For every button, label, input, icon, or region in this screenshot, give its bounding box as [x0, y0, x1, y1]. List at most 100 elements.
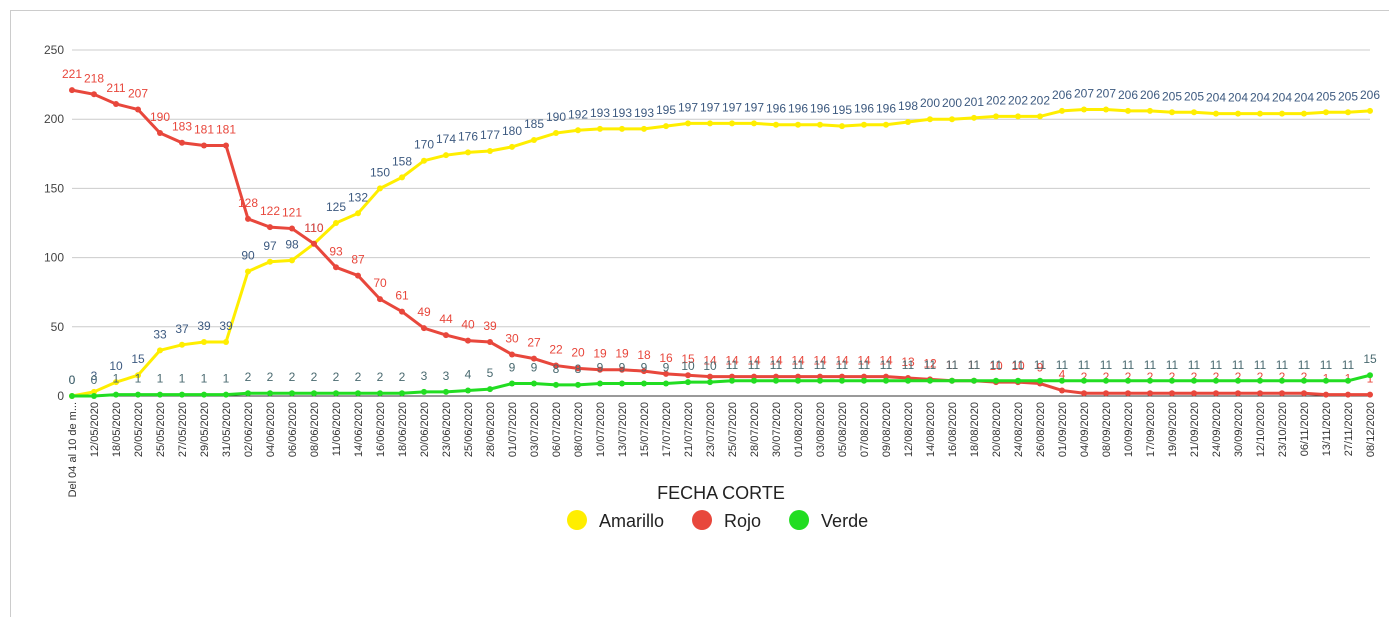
- point: [1191, 109, 1197, 115]
- x-tick-label: 30/09/2020: [1233, 402, 1245, 457]
- x-tick-label: 24/09/2020: [1211, 402, 1223, 457]
- data-label: 204: [1228, 91, 1248, 105]
- point: [905, 119, 911, 125]
- data-label: 11: [1166, 358, 1179, 372]
- x-tick-label: 17/09/2020: [1145, 402, 1157, 457]
- data-label: 11: [1232, 358, 1245, 372]
- data-label: 1: [223, 372, 230, 386]
- data-label: 196: [788, 102, 808, 116]
- point: [267, 224, 273, 230]
- point: [1279, 390, 1285, 396]
- point: [1081, 378, 1087, 384]
- data-label: 122: [260, 204, 280, 218]
- x-tick-label: 25/05/2020: [155, 402, 167, 457]
- legend-label: Verde: [821, 511, 868, 531]
- data-label: 205: [1316, 89, 1336, 103]
- point: [707, 120, 713, 126]
- data-label: 121: [282, 206, 302, 220]
- point: [443, 332, 449, 338]
- point: [707, 374, 713, 380]
- x-tick-label: 31/05/2020: [221, 402, 233, 457]
- x-tick-label: 18/05/2020: [111, 402, 123, 457]
- point: [135, 107, 141, 113]
- point: [1301, 111, 1307, 117]
- data-label: 11: [1210, 358, 1223, 372]
- data-label: 193: [590, 106, 610, 120]
- data-label: 177: [480, 128, 500, 142]
- point: [69, 87, 75, 93]
- data-label: 205: [1338, 89, 1358, 103]
- point: [509, 144, 515, 150]
- point: [773, 122, 779, 128]
- data-label: 200: [942, 96, 962, 110]
- x-axis-title: FECHA CORTE: [657, 483, 785, 503]
- data-label: 37: [175, 322, 189, 336]
- y-tick-label: 100: [44, 251, 64, 265]
- point: [1037, 378, 1043, 384]
- data-label: 195: [656, 103, 676, 117]
- point: [1059, 378, 1065, 384]
- point: [311, 390, 317, 396]
- point: [707, 379, 713, 385]
- data-label: 2: [377, 370, 384, 384]
- x-tick-label: 27/11/2020: [1343, 402, 1355, 456]
- data-label: 207: [128, 87, 148, 101]
- data-label: 190: [546, 110, 566, 124]
- data-label: 11: [814, 358, 827, 372]
- point: [1125, 378, 1131, 384]
- point: [817, 122, 823, 128]
- point: [1235, 378, 1241, 384]
- point: [443, 152, 449, 158]
- point: [1235, 111, 1241, 117]
- data-label: 206: [1052, 88, 1072, 102]
- point: [861, 122, 867, 128]
- y-tick-label: 200: [44, 112, 64, 126]
- x-tick-label: 21/07/2020: [683, 402, 695, 457]
- data-label: 11: [902, 358, 915, 372]
- data-label: 27: [527, 336, 541, 350]
- data-label: 206: [1360, 88, 1380, 102]
- x-tick-label: 18/06/2020: [397, 402, 409, 457]
- data-label: 192: [568, 107, 588, 121]
- point: [421, 158, 427, 164]
- x-tick-label: 20/05/2020: [133, 402, 145, 457]
- point: [1103, 107, 1109, 113]
- x-tick-label: 28/06/2020: [485, 402, 497, 457]
- point: [355, 390, 361, 396]
- data-label: 176: [458, 129, 478, 143]
- data-label: 1: [135, 372, 142, 386]
- data-label: 218: [84, 71, 104, 85]
- data-label: 11: [792, 358, 805, 372]
- point: [1015, 378, 1021, 384]
- x-tick-label: 30/07/2020: [771, 402, 783, 457]
- data-label: 193: [634, 106, 654, 120]
- data-label: 11: [1056, 358, 1069, 372]
- x-tick-label: 04/06/2020: [265, 402, 277, 457]
- data-label: 128: [238, 196, 258, 210]
- point: [685, 379, 691, 385]
- data-label: 9: [509, 361, 516, 375]
- point: [751, 378, 757, 384]
- x-tick-label: 13/07/2020: [617, 402, 629, 457]
- point: [377, 296, 383, 302]
- point: [377, 390, 383, 396]
- data-label: 200: [920, 96, 940, 110]
- point: [91, 91, 97, 97]
- data-label: 201: [964, 95, 984, 109]
- data-label: 202: [1008, 93, 1028, 107]
- data-label: 15: [131, 352, 145, 366]
- point: [839, 378, 845, 384]
- x-tick-label: 06/11/2020: [1299, 402, 1311, 456]
- point: [223, 142, 229, 148]
- data-label: 61: [395, 289, 409, 303]
- x-tick-label: 04/09/2020: [1079, 402, 1091, 457]
- point: [289, 226, 295, 232]
- data-label: 2: [289, 370, 296, 384]
- point: [443, 389, 449, 395]
- point: [1059, 387, 1065, 393]
- data-label: 110: [304, 221, 323, 235]
- data-label: 150: [370, 165, 390, 179]
- data-label: 87: [351, 253, 365, 267]
- legend-label: Amarillo: [599, 511, 664, 531]
